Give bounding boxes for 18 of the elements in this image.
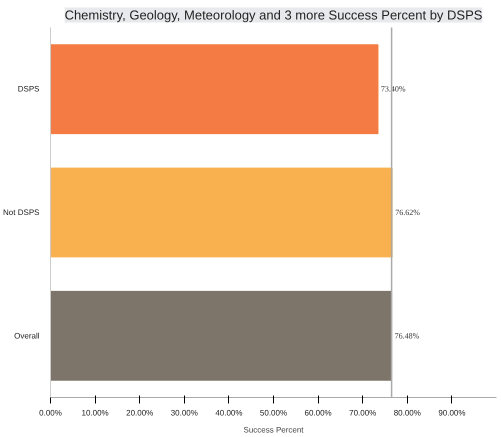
data-label: 76.62% <box>395 208 420 217</box>
y-tick-label: Overall <box>14 331 40 340</box>
x-tick-label: 20.00% <box>126 408 154 418</box>
x-tick-label: 40.00% <box>215 408 242 418</box>
x-tick-label: 10.00% <box>82 408 109 418</box>
x-axis-title: Success Percent <box>243 426 304 434</box>
x-tick-label: 80.00% <box>394 408 421 418</box>
data-label: 76.48% <box>394 331 420 340</box>
y-tick-label: Not DSPS <box>3 208 40 217</box>
x-tick-label: 90.00% <box>438 408 466 418</box>
x-tick-label: 30.00% <box>170 408 198 418</box>
y-tick-label: DSPS <box>18 84 40 94</box>
x-tick-label: 60.00% <box>304 408 332 418</box>
chart-title: Chemistry, Geology, Meteorology and 3 more Success Percent by DSPS <box>64 8 483 22</box>
x-tick-label: 70.00% <box>349 408 376 418</box>
x-tick-label: 0.00% <box>39 408 62 418</box>
x-tick-label: 50.00% <box>260 408 288 418</box>
data-label: 73.40% <box>380 84 406 94</box>
